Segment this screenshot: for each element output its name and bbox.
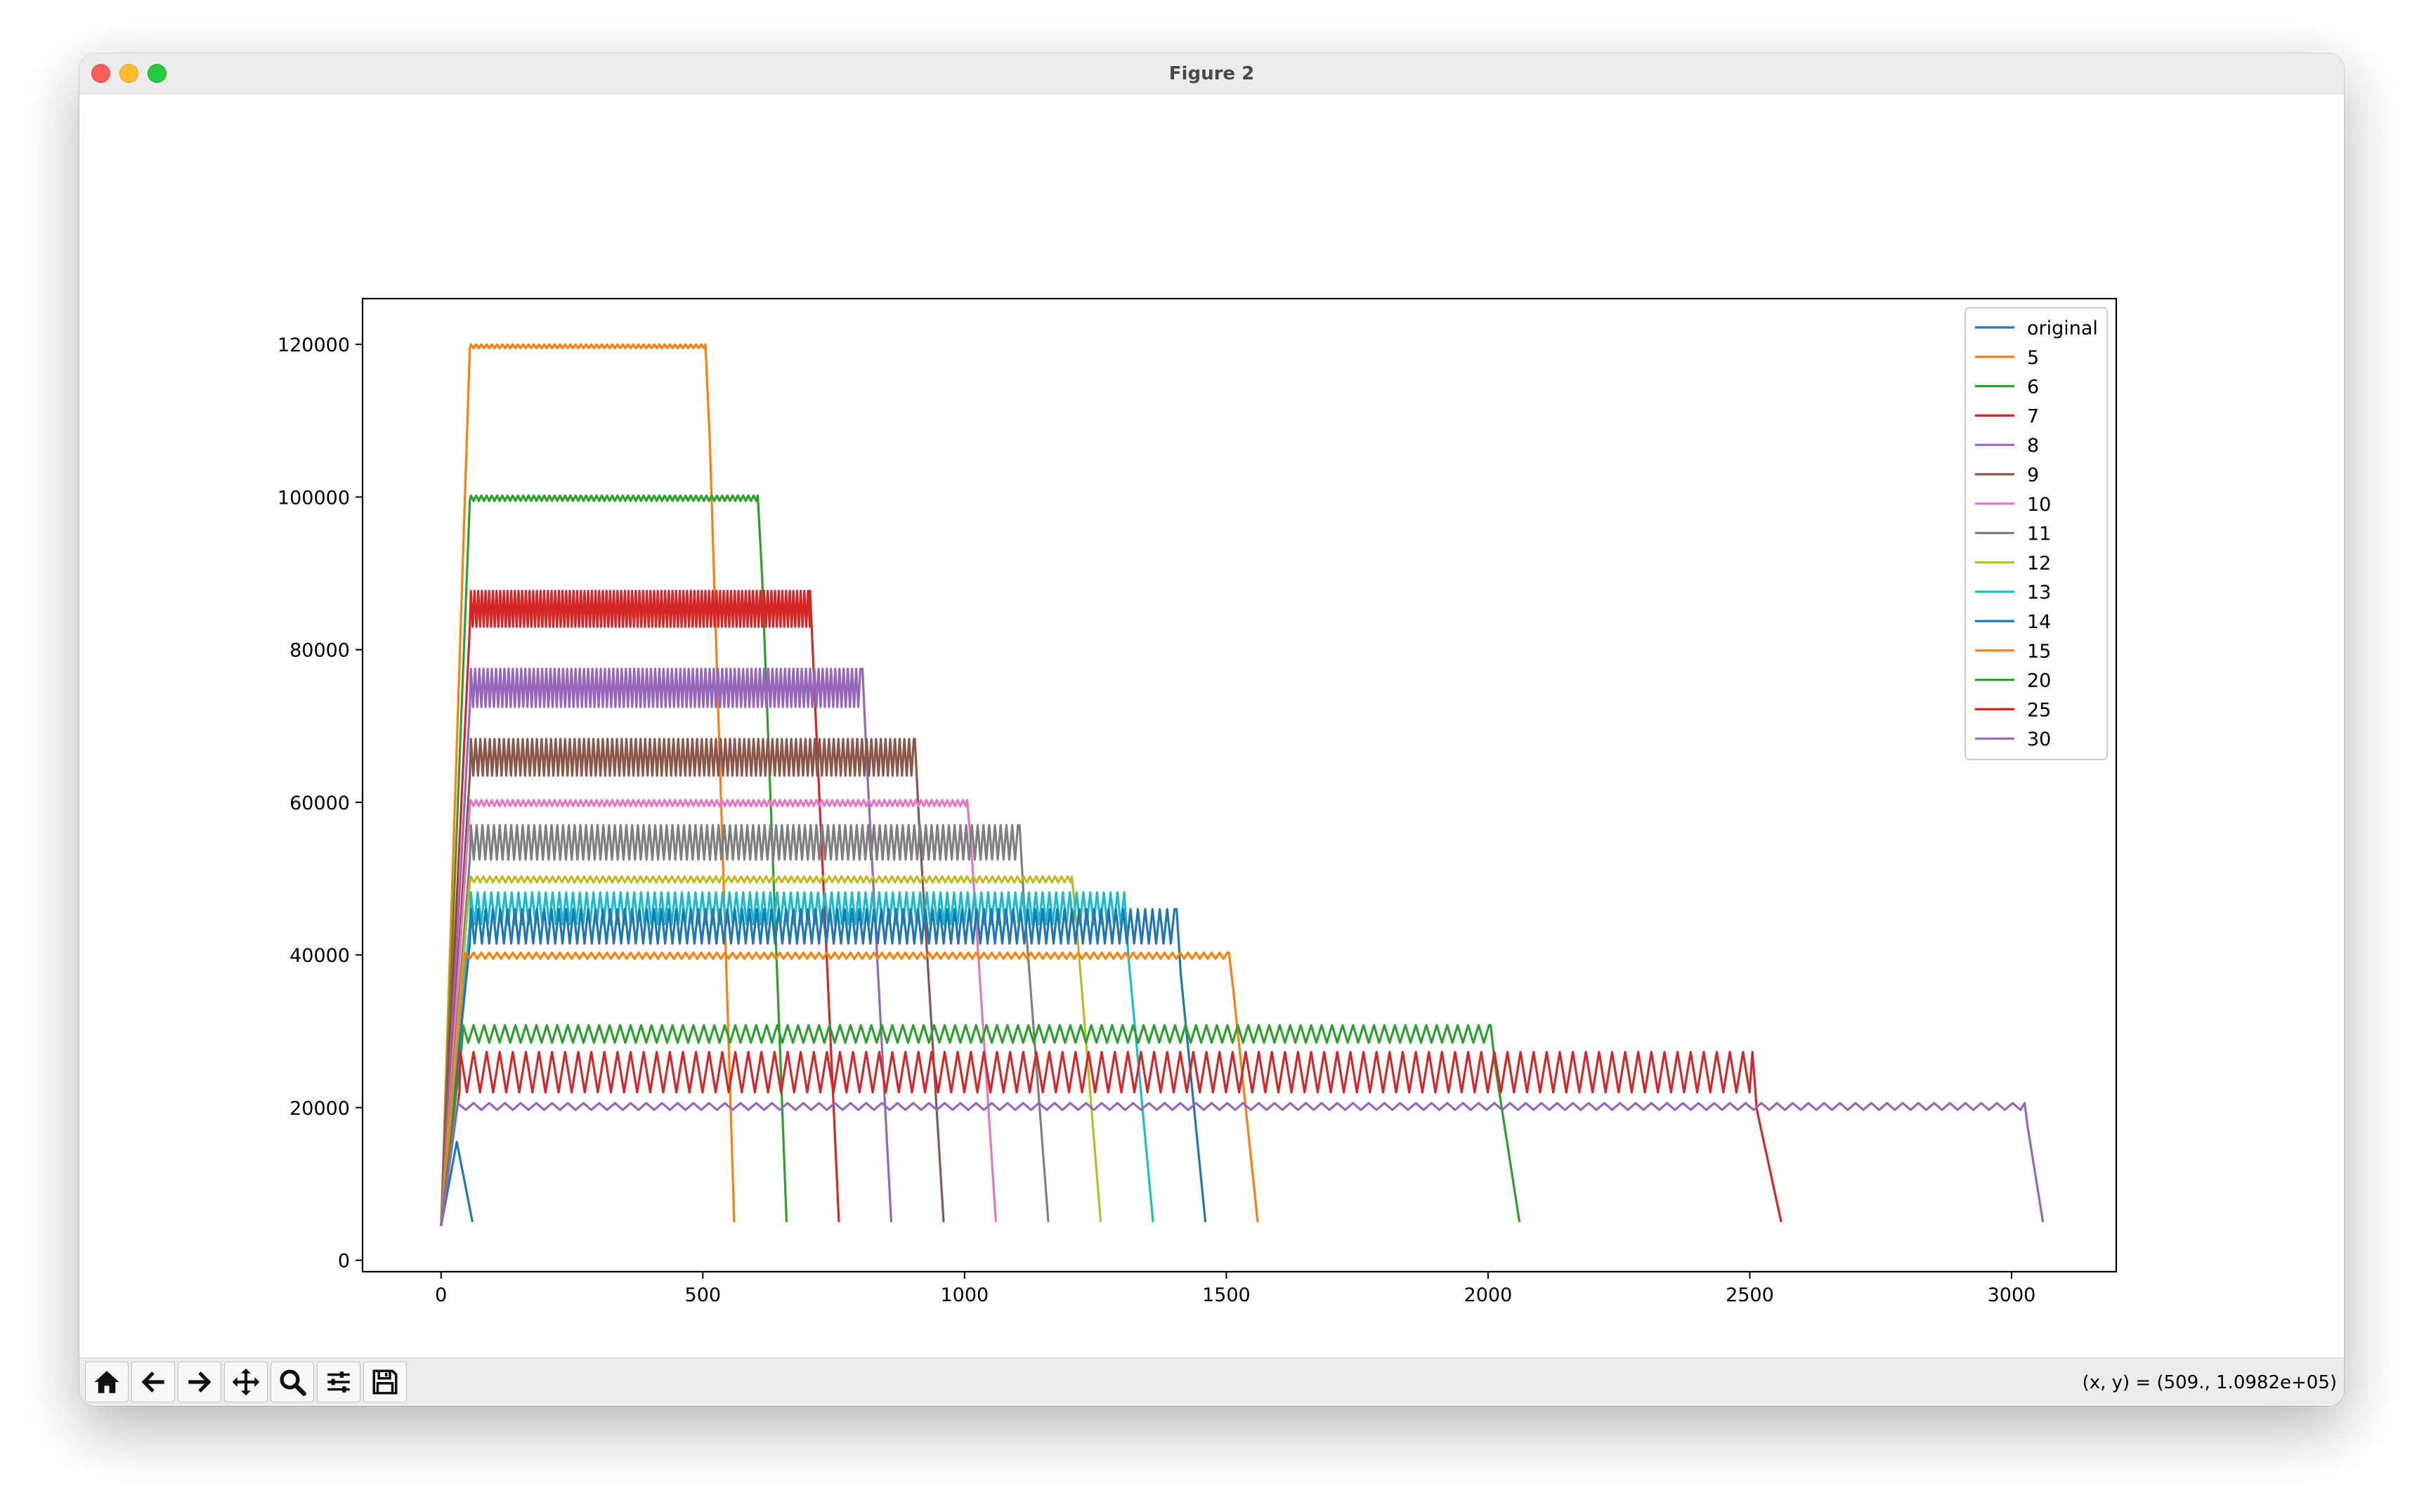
- y-tick-label: 0: [338, 1251, 350, 1272]
- window-title: Figure 2: [1168, 63, 1255, 84]
- x-tick-label: 1000: [940, 1284, 989, 1306]
- title-bar[interactable]: Figure 2: [79, 53, 2344, 94]
- legend-label: 11: [2027, 523, 2051, 545]
- home-icon: [94, 1371, 119, 1393]
- legend-label: 20: [2027, 670, 2051, 692]
- legend-label: 12: [2027, 552, 2051, 574]
- cursor-coordinates: (x, y) = (509., 1.0982e+05): [2082, 1372, 2337, 1393]
- save-button[interactable]: [363, 1362, 407, 1402]
- series-line-14: [440, 908, 1207, 1226]
- legend-box: [1964, 307, 2108, 760]
- y-tick-label: 80000: [289, 640, 350, 662]
- configure-subplots-button[interactable]: [317, 1362, 360, 1402]
- y-tick-label: 100000: [278, 487, 350, 509]
- zoom-button[interactable]: [271, 1362, 314, 1402]
- x-tick-label: 1500: [1202, 1284, 1251, 1306]
- legend-label: 8: [2027, 435, 2039, 457]
- pan-icon: [232, 1368, 260, 1396]
- figure-window: Figure 2 0 500 1000 1500 2000 2500 3000 0 20000 4…: [79, 53, 2344, 1406]
- minimize-button[interactable]: [119, 64, 138, 83]
- back-arrow-icon: [141, 1371, 164, 1393]
- series-line-7: [440, 589, 840, 1226]
- legend-label: original: [2027, 318, 2098, 339]
- zoom-icon: [280, 1369, 306, 1396]
- legend-label: 15: [2027, 641, 2051, 663]
- x-tick-label: 500: [685, 1284, 722, 1306]
- legend-label: 7: [2027, 405, 2039, 427]
- series-line-25: [440, 1050, 1783, 1227]
- legend-label: 9: [2027, 464, 2039, 486]
- y-tick-label: 20000: [289, 1097, 350, 1119]
- maximize-button[interactable]: [148, 64, 167, 83]
- legend-label: 14: [2027, 611, 2051, 633]
- x-tick-label: 2000: [1464, 1284, 1513, 1306]
- legend-label: 25: [2027, 699, 2051, 721]
- legend-label: 10: [2027, 494, 2051, 516]
- navigation-toolbar: (x, y) = (509., 1.0982e+05): [79, 1357, 2344, 1406]
- y-tick-label: 60000: [289, 793, 350, 814]
- series-line-original: [440, 1140, 474, 1227]
- axes-frame: [361, 297, 2118, 1273]
- y-tick-label: 120000: [278, 334, 350, 356]
- legend-label: 6: [2027, 377, 2039, 398]
- legend-label: 5: [2027, 347, 2039, 369]
- legend-label: 13: [2027, 582, 2051, 604]
- legend-label: 30: [2027, 729, 2051, 750]
- x-tick-label: 0: [435, 1284, 447, 1306]
- forward-button[interactable]: [178, 1362, 221, 1402]
- y-tick-label: 40000: [289, 945, 350, 967]
- close-button[interactable]: [91, 64, 110, 83]
- subplots-icon: [327, 1371, 350, 1393]
- legend: original 5 6 7 8 9 10 11 12 13 14 15 20 25 30: [1964, 307, 2108, 760]
- series-line-10: [440, 799, 998, 1226]
- series-line-8: [440, 667, 893, 1226]
- series-line-12: [440, 875, 1102, 1226]
- x-tick-label: 3000: [1988, 1284, 2036, 1306]
- save-icon: [372, 1369, 398, 1395]
- line-chart: 0 500 1000 1500 2000 2500 3000 0 20000 40000 60000…: [278, 297, 2118, 1306]
- x-tick-label: 2500: [1726, 1284, 1774, 1306]
- home-button[interactable]: [85, 1362, 129, 1402]
- series-group: [440, 343, 2045, 1227]
- series-line-15: [440, 951, 1259, 1226]
- pan-button[interactable]: [224, 1362, 268, 1402]
- series-line-11: [440, 823, 1050, 1226]
- series-line-5: [440, 343, 736, 1226]
- forward-arrow-icon: [188, 1371, 211, 1393]
- figure-canvas[interactable]: 0 500 1000 1500 2000 2500 3000 0 20000 40000 60000…: [79, 94, 2344, 1406]
- series-line-6: [440, 494, 788, 1226]
- back-button[interactable]: [131, 1362, 175, 1402]
- series-line-9: [440, 738, 945, 1226]
- series-line-20: [440, 1024, 1521, 1226]
- series-line-30: [440, 1102, 2045, 1227]
